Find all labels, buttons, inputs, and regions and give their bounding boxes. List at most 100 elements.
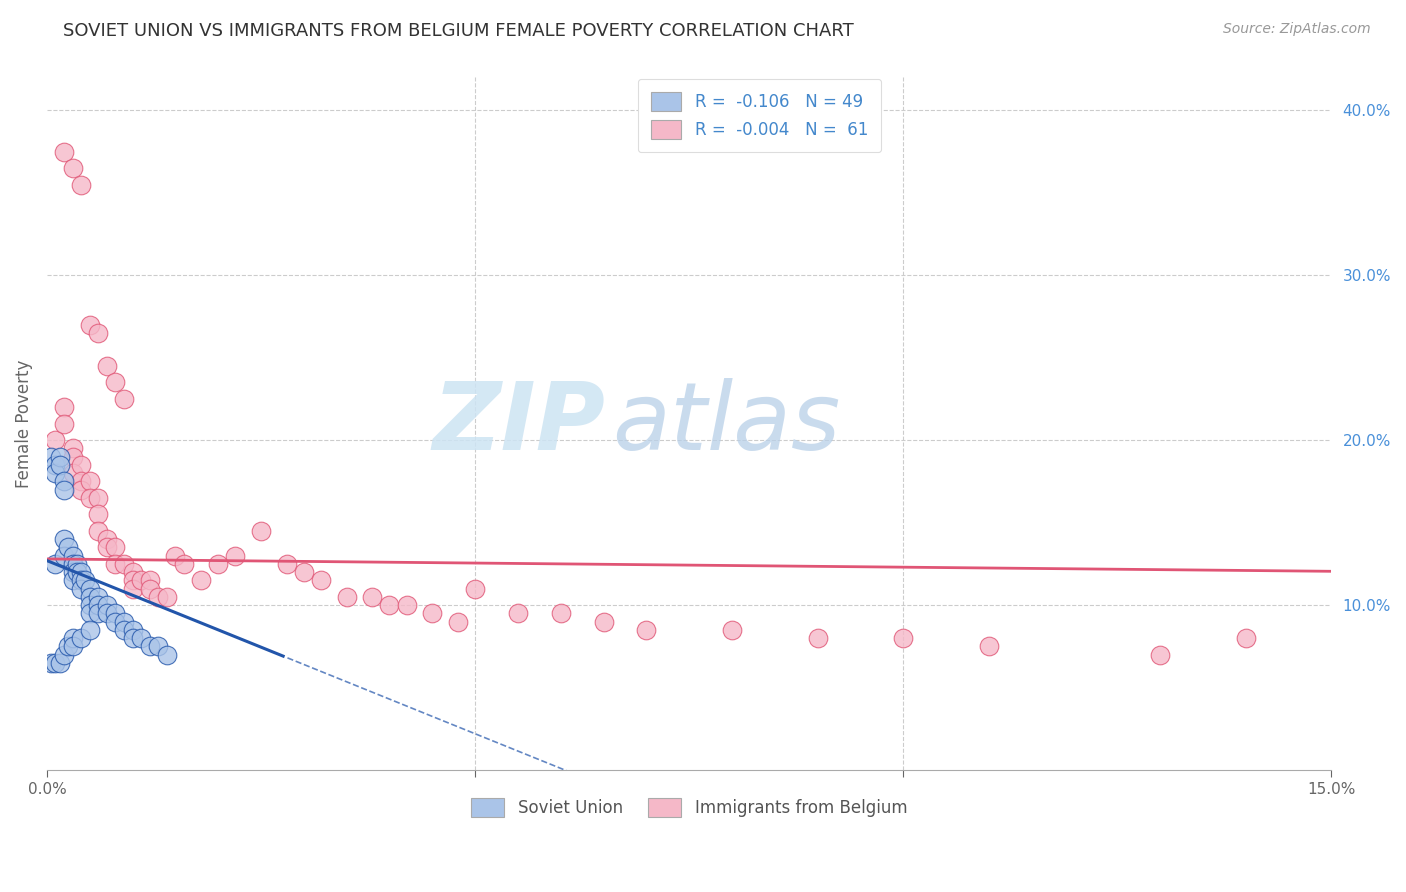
Point [1149, 648, 1171, 662]
Point [53, 145, 76, 159]
Y-axis label: Female Poverty: Female Poverty [15, 359, 32, 488]
Point [48, 450, 70, 464]
Point [121, 582, 143, 596]
Point [165, 549, 187, 563]
Point [70, 582, 93, 596]
Point [87, 524, 110, 538]
Point [58, 640, 80, 654]
Point [636, 623, 658, 637]
Point [96, 541, 118, 555]
Point [62, 450, 84, 464]
Point [62, 549, 84, 563]
Point [592, 615, 614, 629]
Point [79, 607, 101, 621]
Point [79, 590, 101, 604]
Point [62, 574, 84, 588]
Point [207, 557, 229, 571]
Point [44, 458, 66, 472]
Point [70, 483, 93, 497]
Point [361, 590, 384, 604]
Point [977, 640, 1000, 654]
Point [420, 607, 443, 621]
Point [336, 590, 359, 604]
Point [44, 466, 66, 480]
Point [79, 598, 101, 612]
Point [96, 532, 118, 546]
Point [129, 574, 152, 588]
Text: atlas: atlas [612, 378, 841, 469]
Point [112, 623, 135, 637]
Point [309, 574, 332, 588]
Point [156, 648, 179, 662]
Point [121, 623, 143, 637]
Point [148, 640, 170, 654]
Text: SOVIET UNION VS IMMIGRANTS FROM BELGIUM FEMALE POVERTY CORRELATION CHART: SOVIET UNION VS IMMIGRANTS FROM BELGIUM … [63, 22, 853, 40]
Point [104, 557, 127, 571]
Point [62, 631, 84, 645]
Point [112, 615, 135, 629]
Point [891, 631, 914, 645]
Point [70, 178, 93, 192]
Point [250, 524, 273, 538]
Point [173, 557, 195, 571]
Point [121, 574, 143, 588]
Point [79, 318, 101, 332]
Point [39, 450, 62, 464]
Point [44, 656, 66, 670]
Point [550, 607, 572, 621]
Point [62, 640, 84, 654]
Point [721, 623, 744, 637]
Point [447, 615, 470, 629]
Point [48, 656, 70, 670]
Point [148, 590, 170, 604]
Point [53, 475, 76, 489]
Point [70, 458, 93, 472]
Point [138, 582, 160, 596]
Point [104, 607, 127, 621]
Point [96, 607, 118, 621]
Point [62, 565, 84, 579]
Point [44, 434, 66, 448]
Point [70, 631, 93, 645]
Point [70, 574, 93, 588]
Point [224, 549, 246, 563]
Text: ZIP: ZIP [433, 377, 606, 470]
Point [58, 541, 80, 555]
Point [96, 598, 118, 612]
Point [62, 466, 84, 480]
Point [104, 541, 127, 555]
Point [104, 615, 127, 629]
Point [70, 475, 93, 489]
Point [112, 557, 135, 571]
Point [464, 582, 486, 596]
Point [276, 557, 298, 571]
Text: Source: ZipAtlas.com: Source: ZipAtlas.com [1223, 22, 1371, 37]
Point [190, 574, 212, 588]
Point [66, 565, 89, 579]
Point [39, 656, 62, 670]
Point [79, 475, 101, 489]
Point [806, 631, 828, 645]
Point [53, 532, 76, 546]
Point [70, 565, 93, 579]
Legend: Soviet Union, Immigrants from Belgium: Soviet Union, Immigrants from Belgium [464, 791, 914, 824]
Point [53, 417, 76, 431]
Point [62, 161, 84, 175]
Point [104, 376, 127, 390]
Point [87, 598, 110, 612]
Point [138, 574, 160, 588]
Point [87, 491, 110, 505]
Point [292, 565, 315, 579]
Point [75, 574, 97, 588]
Point [121, 631, 143, 645]
Point [87, 326, 110, 340]
Point [53, 549, 76, 563]
Point [156, 590, 179, 604]
Point [87, 508, 110, 522]
Point [53, 401, 76, 415]
Point [79, 582, 101, 596]
Point [79, 623, 101, 637]
Point [129, 631, 152, 645]
Point [62, 442, 84, 456]
Point [112, 392, 135, 406]
